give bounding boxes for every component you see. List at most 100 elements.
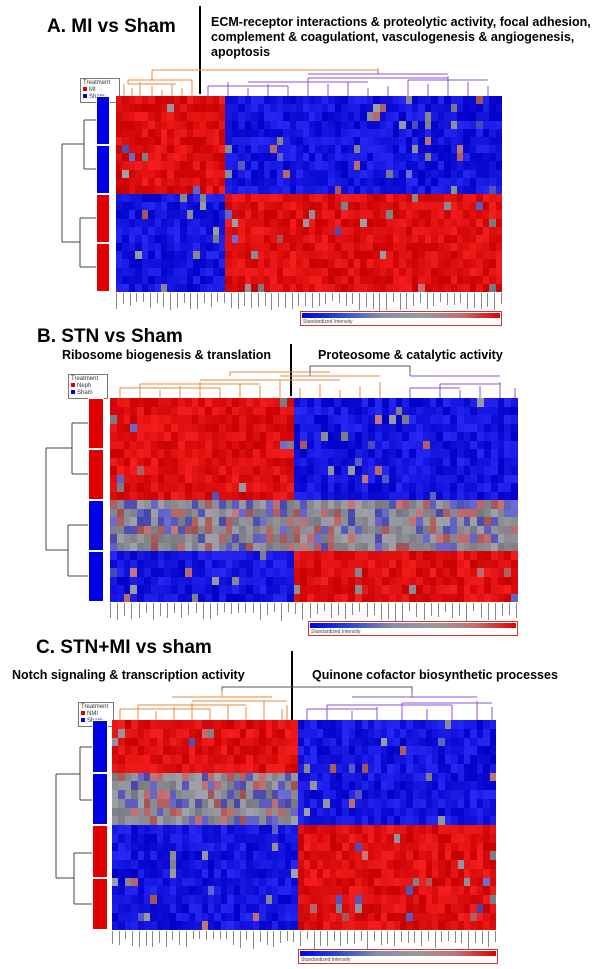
heatmap-cell xyxy=(470,921,477,930)
heatmap-cell xyxy=(122,259,129,268)
heatmap-cell xyxy=(425,921,432,930)
heatmap-cell xyxy=(321,177,329,186)
heatmap-cell xyxy=(276,161,284,170)
heatmap-cell xyxy=(456,415,464,424)
heatmap-cell xyxy=(386,218,393,227)
heatmap-cell xyxy=(327,398,335,407)
heatmap-cell xyxy=(470,798,477,808)
heatmap-cell xyxy=(240,763,247,773)
heatmap-cell xyxy=(180,153,187,162)
heatmap-cell xyxy=(336,737,343,747)
heatmap-cell xyxy=(419,755,426,764)
heatmap-cell xyxy=(225,593,233,602)
heatmap-cell xyxy=(483,763,490,773)
heatmap-cell xyxy=(266,474,274,483)
heatmap-cell xyxy=(259,737,266,747)
heatmap-cell xyxy=(379,202,387,211)
heatmap-cell xyxy=(497,449,505,458)
heatmap-cell xyxy=(405,202,412,211)
heatmap-cell xyxy=(161,218,168,227)
heatmap-cell xyxy=(265,790,272,799)
heatmap-cell xyxy=(309,128,316,137)
heatmap-cell xyxy=(110,440,117,449)
heatmap-cell xyxy=(334,128,342,137)
heatmap-cell xyxy=(399,136,406,145)
heatmap-cell xyxy=(416,585,423,594)
heatmap-cell xyxy=(122,120,129,129)
heatmap-cell xyxy=(184,534,192,543)
heatmap-cell xyxy=(144,798,151,808)
heatmap-cell xyxy=(291,798,298,808)
heatmap-cell xyxy=(137,737,144,747)
heatmap-cell xyxy=(180,161,187,170)
heatmap-cell xyxy=(198,466,206,475)
heatmap-cell xyxy=(135,128,142,137)
heatmap-cell xyxy=(470,551,478,560)
heatmap-cell xyxy=(348,423,355,432)
heatmap-cell xyxy=(110,585,117,594)
heatmap-cell xyxy=(432,825,439,834)
heatmap-cell xyxy=(321,161,329,170)
heatmap-cell xyxy=(444,128,451,137)
heatmap-cell xyxy=(373,283,380,292)
heatmap-cell xyxy=(341,226,348,235)
heatmap-cell xyxy=(469,185,477,194)
heatmap-cell xyxy=(511,449,518,458)
heatmap-cell xyxy=(289,120,297,129)
heatmap-cell xyxy=(150,877,157,887)
heatmap-cell xyxy=(276,218,284,227)
heatmap-cell xyxy=(184,593,192,602)
heatmap-cell xyxy=(405,234,412,243)
heatmap-cell xyxy=(246,593,253,602)
heatmap-cell xyxy=(425,737,432,747)
heatmap-cell xyxy=(380,763,388,773)
heatmap-cell xyxy=(198,542,206,551)
heatmap-cell xyxy=(497,423,505,432)
gene-label-tick xyxy=(286,931,288,941)
heatmap-cell xyxy=(110,559,117,568)
heatmap-cell xyxy=(302,136,309,145)
heatmap-cell xyxy=(373,177,380,186)
heatmap-cell xyxy=(193,267,200,276)
heatmap-cell xyxy=(272,833,279,843)
heatmap-cell xyxy=(456,432,464,441)
heatmap-cell xyxy=(361,807,368,817)
heatmap-cell xyxy=(263,136,271,145)
heatmap-cell xyxy=(450,153,457,162)
heatmap-cell xyxy=(482,136,490,145)
heatmap-cell xyxy=(154,202,162,211)
heatmap-cell xyxy=(463,449,471,458)
heatmap-cell xyxy=(302,128,309,137)
heatmap-cell xyxy=(270,128,277,137)
heatmap-cell xyxy=(380,868,388,878)
heatmap-cell xyxy=(225,517,233,526)
heatmap-cell xyxy=(225,145,232,154)
heatmap-cell xyxy=(176,921,183,930)
heatmap-cell xyxy=(511,585,518,594)
heatmap-cell xyxy=(289,251,297,260)
heatmap-cell xyxy=(257,202,264,211)
heatmap-cell xyxy=(302,104,309,113)
heatmap-cell xyxy=(411,96,419,105)
heatmap-cell xyxy=(154,267,162,276)
heatmap-cell xyxy=(296,128,303,137)
heatmap-cell xyxy=(386,226,393,235)
heatmap-cell xyxy=(309,283,316,292)
heatmap-cell xyxy=(118,877,125,887)
heatmap-cell xyxy=(302,177,309,186)
heatmap-cell xyxy=(489,772,496,782)
heatmap-cell xyxy=(220,912,228,922)
heatmap-cell xyxy=(156,755,164,764)
heatmap-cell xyxy=(463,185,470,194)
heatmap-cell xyxy=(402,500,410,509)
heatmap-cell xyxy=(240,825,247,834)
heatmap-cell xyxy=(409,534,416,543)
heatmap-cell xyxy=(355,868,362,878)
heatmap-cell xyxy=(259,483,267,492)
gene-label-tick xyxy=(468,931,470,949)
heatmap-cell xyxy=(257,283,264,292)
heatmap-cell xyxy=(270,259,277,268)
heatmap-cell xyxy=(490,542,498,551)
gene-label-tick xyxy=(332,293,333,301)
heatmap-cell xyxy=(293,457,301,466)
